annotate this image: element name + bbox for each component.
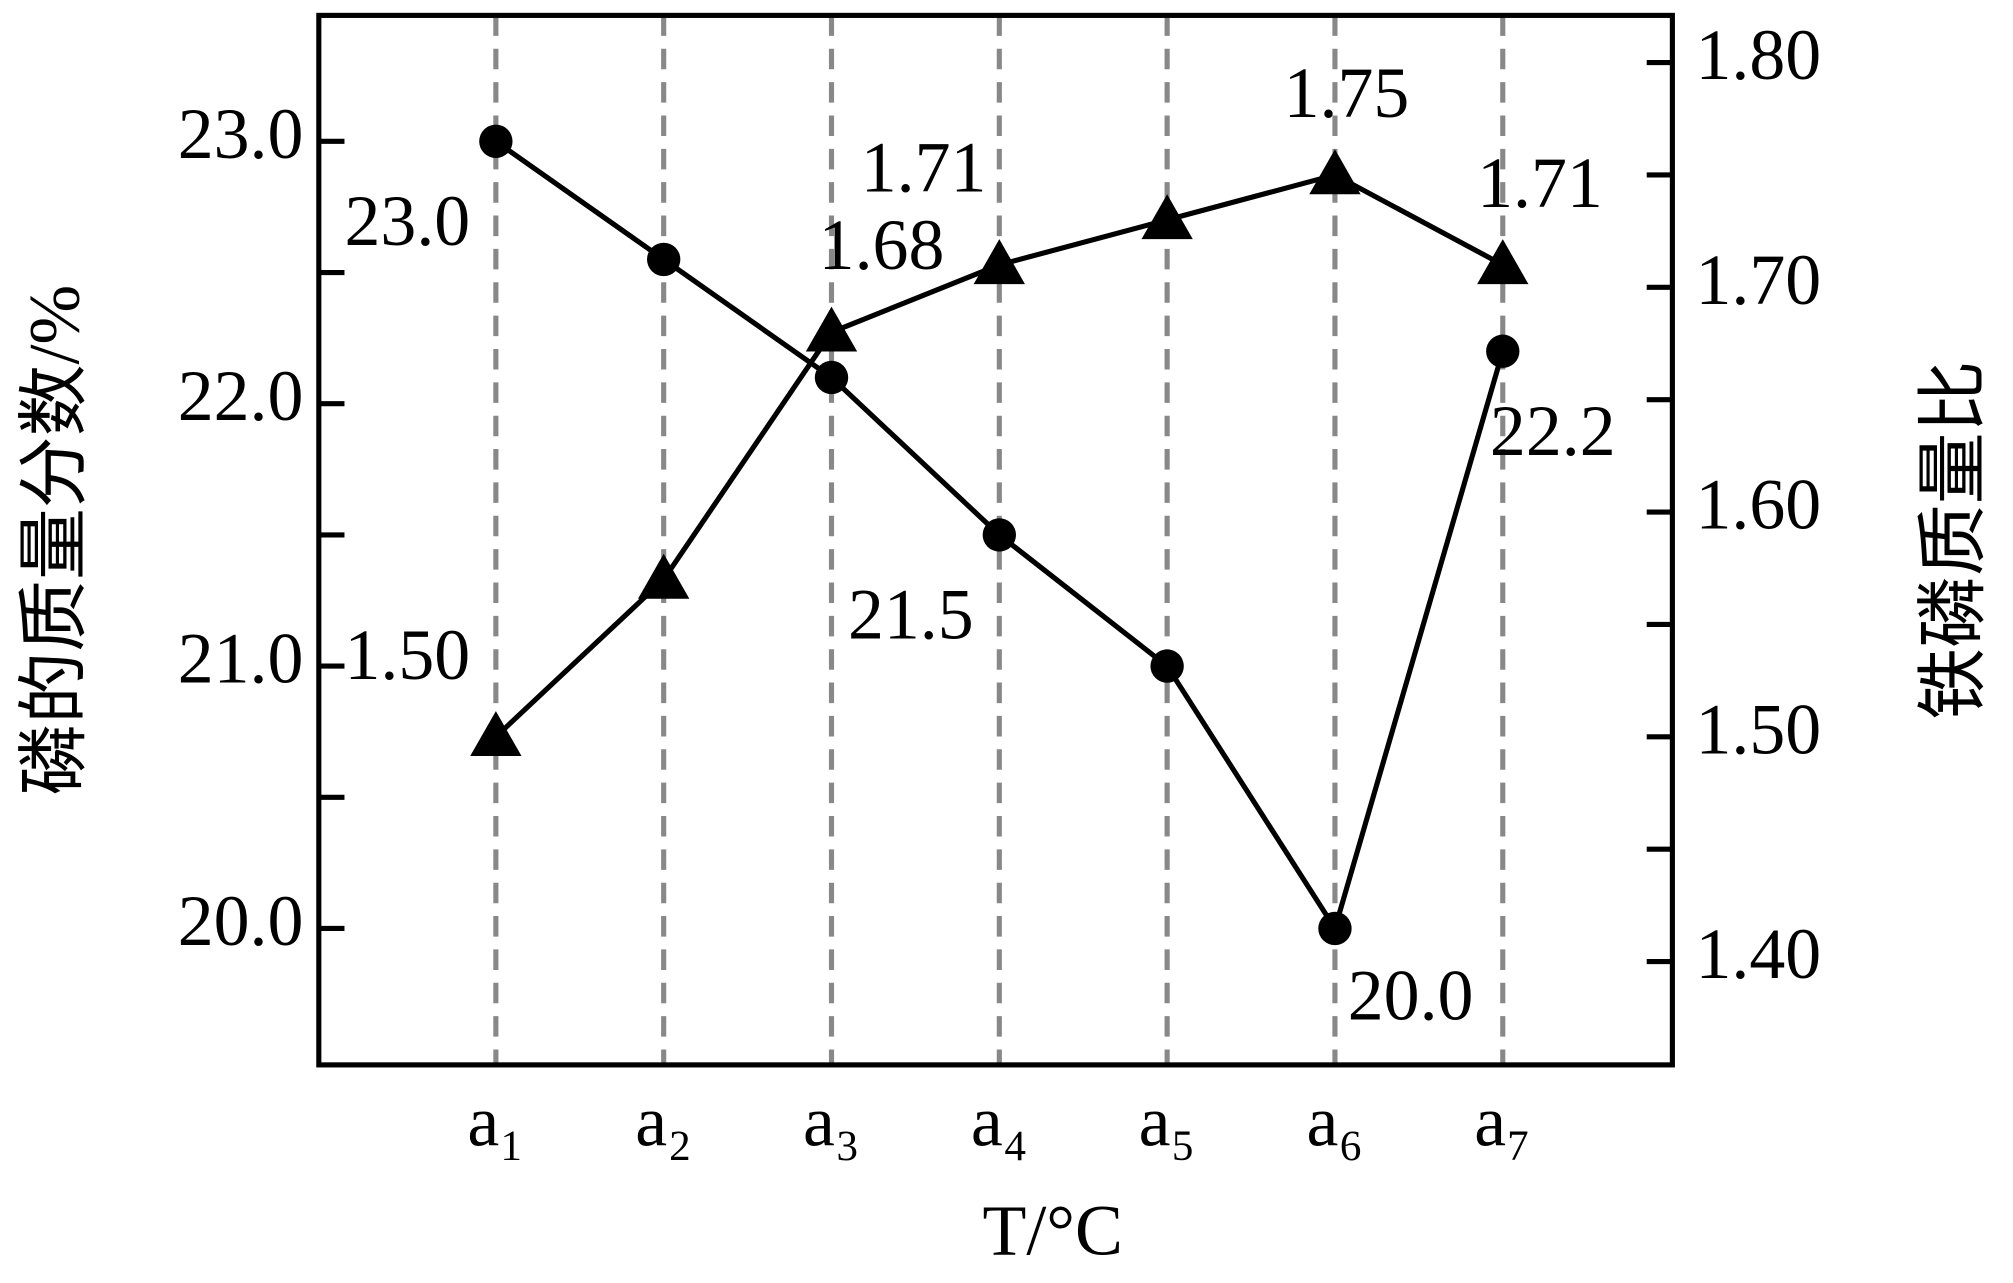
- data-label: 20.0: [1348, 955, 1474, 1035]
- x-axis-label: T/°C: [982, 1191, 1122, 1271]
- point-marker: [647, 242, 681, 277]
- point-marker: [1141, 194, 1193, 240]
- data-label: 1.71: [1477, 143, 1603, 223]
- y-tick-label: 21.0: [178, 619, 304, 699]
- y2-tick-label: 1.50: [1695, 689, 1821, 769]
- point-marker: [1318, 911, 1352, 946]
- point-marker: [479, 124, 513, 159]
- data-label: 1.68: [819, 205, 945, 285]
- data-label: 22.2: [1490, 391, 1616, 471]
- x-tick-label: a₃: [803, 1082, 860, 1162]
- x-tick-label: a₁: [467, 1082, 524, 1162]
- data-label: 1.75: [1284, 53, 1410, 133]
- x-tick-label: a₂: [635, 1082, 692, 1162]
- y2-tick-label: 1.70: [1695, 240, 1821, 320]
- plot-frame: [316, 12, 1675, 1068]
- point-marker: [1150, 649, 1184, 683]
- point-marker: [973, 239, 1025, 285]
- point-marker: [1486, 334, 1520, 368]
- data-label: 21.5: [848, 575, 974, 655]
- point-marker: [805, 306, 858, 352]
- y-tick-label: 20.0: [178, 881, 304, 961]
- x-tick-label: a₅: [1139, 1082, 1196, 1162]
- y2-tick-label: 1.80: [1695, 15, 1821, 95]
- point-marker: [982, 518, 1016, 552]
- x-tick-label: a₇: [1474, 1082, 1531, 1162]
- y-tick-label: 23.0: [178, 94, 304, 174]
- data-label: 1.50: [345, 615, 471, 695]
- data-label: 23.0: [345, 181, 471, 261]
- y2-tick-label: 1.60: [1695, 465, 1821, 545]
- point-marker: [638, 553, 690, 599]
- data-label: 1.71: [861, 128, 987, 208]
- point-marker: [814, 360, 849, 395]
- x-tick-label: a₆: [1306, 1082, 1363, 1162]
- x-tick-label: a₄: [971, 1082, 1028, 1162]
- y-axis-label: 磷的质量分数/%: [15, 285, 95, 796]
- y-tick-label: 22.0: [178, 356, 304, 436]
- y2-tick-label: 1.40: [1695, 914, 1821, 994]
- point-marker: [1309, 149, 1361, 195]
- point-marker: [1477, 239, 1529, 285]
- y2-axis-label: 铁磷质量比: [1914, 361, 1994, 720]
- point-marker: [470, 711, 522, 757]
